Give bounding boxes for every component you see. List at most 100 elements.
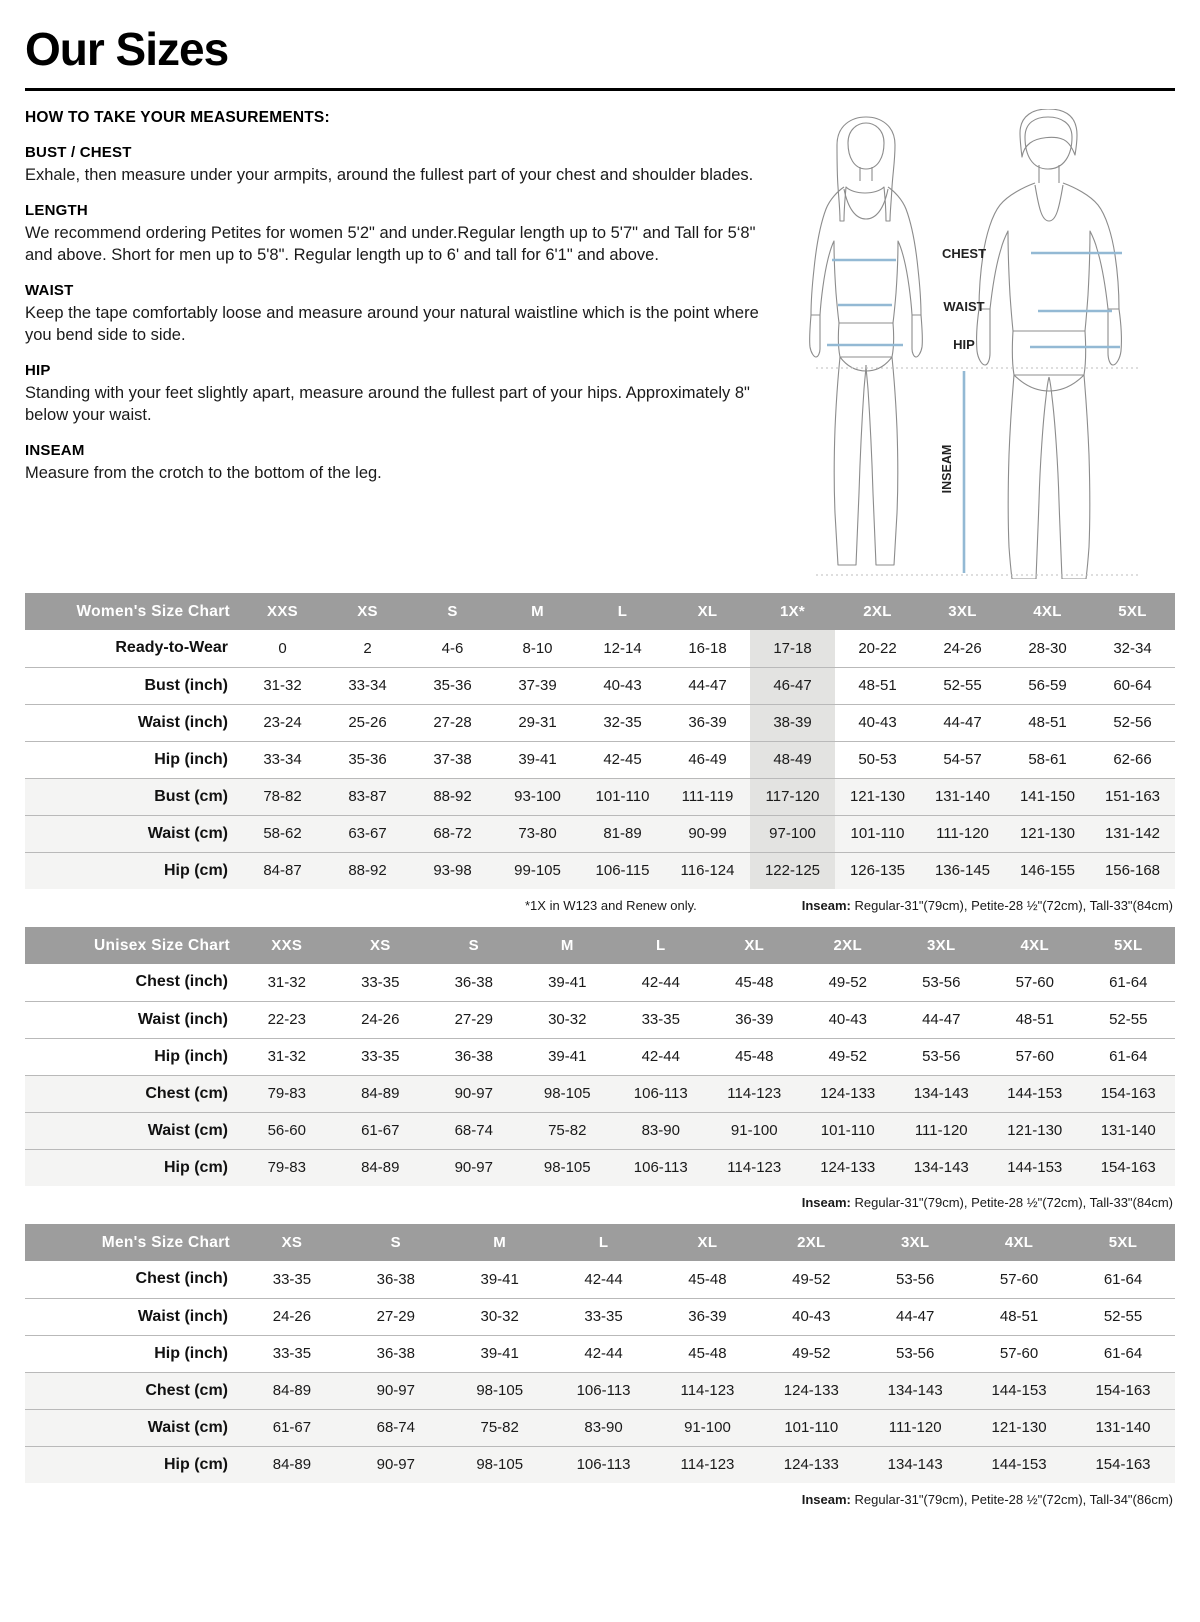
table-cell: 144-153	[967, 1372, 1071, 1409]
table-cell: 25-26	[325, 704, 410, 741]
column-header-m: M	[495, 593, 580, 630]
table-cell: 83-87	[325, 778, 410, 815]
column-header-3xl: 3XL	[920, 593, 1005, 630]
table-cell: 90-97	[343, 1372, 448, 1409]
table-cell: 33-35	[333, 1038, 427, 1075]
measurement-title: HIP	[25, 361, 51, 379]
table-row: Waist (inch) 22-23 24-26 27-29 30-32 33-35 36-…	[25, 1001, 1175, 1038]
table-cell: 84-89	[240, 1446, 344, 1483]
column-header-xxs: XXS	[240, 927, 334, 964]
table-cell: 84-87	[240, 852, 325, 889]
table-cell: 42-44	[614, 1038, 708, 1075]
measurement-instructions: HOW TO TAKE YOUR MEASUREMENTS: BUST / CH…	[25, 109, 770, 485]
column-header-m: M	[520, 927, 614, 964]
table-cell: 98-105	[447, 1372, 552, 1409]
table-cell: 154-163	[1071, 1372, 1175, 1409]
table-cell: 134-143	[894, 1075, 988, 1112]
table-cell: 124-133	[759, 1446, 864, 1483]
womens-size-chart: Women's Size Chart XXS XS S M L XL 1X* 2XL 3XL 4XL…	[25, 593, 1175, 913]
table-cell: 114-123	[707, 1149, 801, 1186]
row-header: Hip (inch)	[25, 1335, 240, 1372]
table-row: Waist (inch) 23-24 25-26 27-28 29-31 32-35 36-…	[25, 704, 1175, 741]
measurement-block-waist: WAIST Keep the tape comfortably loose an…	[25, 282, 770, 347]
table-cell: 45-48	[707, 964, 801, 1001]
waist-label: WAIST	[943, 299, 984, 314]
table-cell: 50-53	[835, 741, 920, 778]
mens-footnotes: Inseam: Regular-31"(79cm), Petite-28 ½"(…	[25, 1492, 1175, 1507]
table-cell: 121-130	[967, 1409, 1071, 1446]
table-cell: 61-67	[333, 1112, 427, 1149]
womens-footnotes: *1X in W123 and Renew only. Inseam: Regu…	[25, 898, 1175, 913]
column-header-s: S	[427, 927, 521, 964]
measurement-lines	[827, 251, 1122, 573]
table-cell: 33-35	[240, 1335, 344, 1372]
row-header: Ready-to-Wear	[25, 630, 240, 667]
row-header: Bust (inch)	[25, 667, 240, 704]
table-cell: 116-124	[665, 852, 750, 889]
row-header: Waist (cm)	[25, 1112, 240, 1149]
table-cell: 131-140	[920, 778, 1005, 815]
table-row: Hip (inch) 33-34 35-36 37-38 39-41 42-45 46-49…	[25, 741, 1175, 778]
table-cell: 99-105	[495, 852, 580, 889]
table-cell: 101-110	[801, 1112, 895, 1149]
table-cell: 53-56	[894, 1038, 988, 1075]
table-cell: 84-89	[333, 1075, 427, 1112]
column-header-3xl: 3XL	[894, 927, 988, 964]
table-cell: 101-110	[835, 815, 920, 852]
column-header-xxs: XXS	[240, 593, 325, 630]
row-header: Hip (cm)	[25, 1446, 240, 1483]
table-row: Chest (cm) 84-89 90-97 98-105 106-113 114-123…	[25, 1372, 1175, 1409]
column-header-4xl: 4XL	[967, 1224, 1071, 1261]
table-cell: 79-83	[240, 1149, 334, 1186]
table-cell: 124-133	[801, 1075, 895, 1112]
table-head: Women's Size Chart XXS XS S M L XL 1X* 2XL 3XL 4XL…	[25, 593, 1175, 630]
mens-size-table: Men's Size Chart XS S M L XL 2XL 3XL 4XL 5XL Ches…	[25, 1224, 1175, 1483]
table-cell: 44-47	[665, 667, 750, 704]
table-cell: 46-49	[665, 741, 750, 778]
table-cell: 84-89	[240, 1372, 344, 1409]
table-cell: 144-153	[967, 1446, 1071, 1483]
table-cell: 49-52	[759, 1261, 864, 1298]
womens-size-table: Women's Size Chart XXS XS S M L XL 1X* 2XL 3XL 4XL…	[25, 593, 1175, 889]
column-header-2xl: 2XL	[835, 593, 920, 630]
column-header-2xl: 2XL	[759, 1224, 864, 1261]
table-row: Hip (inch) 33-35 36-38 39-41 42-44 45-48 49-52…	[25, 1335, 1175, 1372]
table-cell: 136-145	[920, 852, 1005, 889]
table-cell: 134-143	[894, 1149, 988, 1186]
row-header: Chest (inch)	[25, 1261, 240, 1298]
table-cell: 42-44	[614, 964, 708, 1001]
table-cell: 46-47	[750, 667, 835, 704]
table-cell: 62-66	[1090, 741, 1175, 778]
footnote-inseam-text: Regular-31"(79cm), Petite-28 ½"(72cm), T…	[850, 1492, 1174, 1507]
measurement-text: Standing with your feet slightly apart, …	[25, 383, 750, 424]
table-cell: 88-92	[410, 778, 495, 815]
header-row: Women's Size Chart XXS XS S M L XL 1X* 2XL 3XL 4XL…	[25, 593, 1175, 630]
table-cell: 40-43	[580, 667, 665, 704]
table-cell: 33-35	[240, 1261, 344, 1298]
table-cell: 36-38	[343, 1261, 448, 1298]
table-cell: 88-92	[325, 852, 410, 889]
column-header-l: L	[551, 1224, 656, 1261]
table-cell: 36-39	[655, 1298, 760, 1335]
table-cell: 17-18	[750, 630, 835, 667]
table-cell: 16-18	[665, 630, 750, 667]
table-cell: 48-51	[988, 1001, 1082, 1038]
unisex-size-table: Unisex Size Chart XXS XS S M L XL 2XL 3XL 4XL 5XL …	[25, 927, 1175, 1186]
column-header-xl: XL	[665, 593, 750, 630]
column-header-4xl: 4XL	[1005, 593, 1090, 630]
table-row: Waist (cm) 56-60 61-67 68-74 75-82 83-90 91-10…	[25, 1112, 1175, 1149]
measurement-text: Keep the tape comfortably loose and meas…	[25, 303, 759, 344]
column-header-xl: XL	[707, 927, 801, 964]
table-cell: 61-64	[1081, 964, 1175, 1001]
table-row: Bust (cm) 78-82 83-87 88-92 93-100 101-110 111…	[25, 778, 1175, 815]
column-header-1x: 1X*	[750, 593, 835, 630]
table-row: Waist (inch) 24-26 27-29 30-32 33-35 36-39 40-…	[25, 1298, 1175, 1335]
table-corner-header: Men's Size Chart	[25, 1224, 240, 1261]
footnote-inseam-label: Inseam:	[801, 898, 851, 913]
table-cell: 111-120	[863, 1409, 968, 1446]
table-cell: 154-163	[1081, 1075, 1175, 1112]
table-cell: 52-55	[920, 667, 1005, 704]
table-cell: 57-60	[988, 964, 1082, 1001]
table-cell: 61-67	[240, 1409, 344, 1446]
table-cell: 73-80	[495, 815, 580, 852]
